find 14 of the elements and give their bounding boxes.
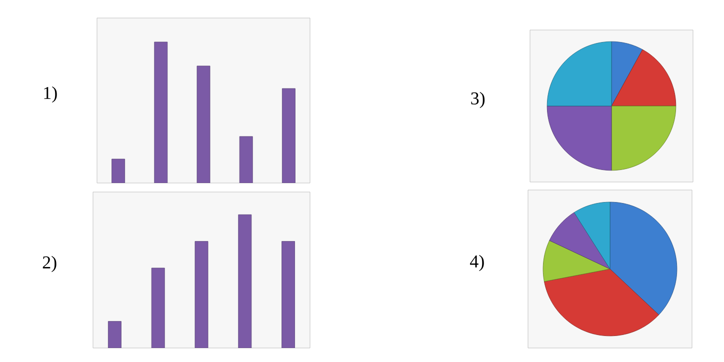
- bar: [239, 136, 253, 183]
- text: 2): [42, 256, 56, 272]
- bar: [108, 321, 122, 348]
- bar: [282, 241, 295, 348]
- text: 1): [44, 86, 57, 103]
- bar: [154, 42, 168, 183]
- bar: [151, 268, 165, 348]
- bar: [238, 214, 252, 348]
- bar: [112, 158, 125, 183]
- bar: [196, 66, 210, 183]
- text: 4): [470, 254, 484, 272]
- bar: [282, 88, 296, 183]
- bar: [194, 241, 208, 348]
- text: 3): [471, 92, 485, 108]
